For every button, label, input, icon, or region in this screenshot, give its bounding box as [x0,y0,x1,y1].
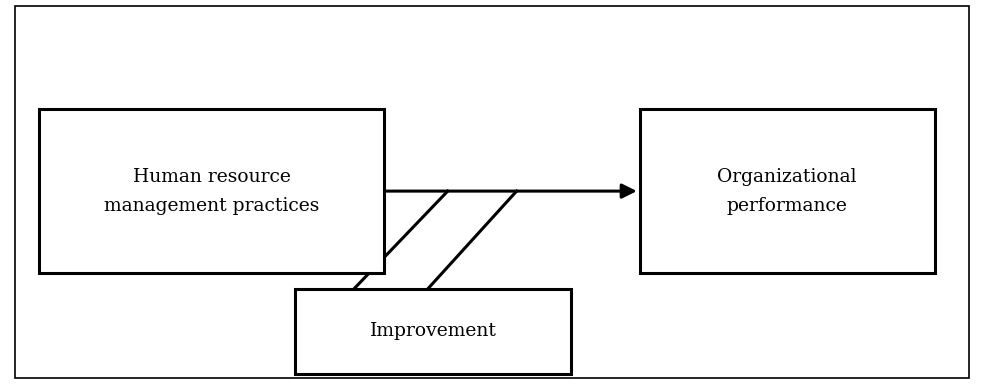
Text: Organizational
performance: Organizational performance [717,167,857,215]
Text: Improvement: Improvement [370,323,496,340]
FancyBboxPatch shape [640,109,935,273]
Text: Human resource
management practices: Human resource management practices [104,167,319,215]
FancyBboxPatch shape [39,109,384,273]
FancyBboxPatch shape [295,289,571,374]
